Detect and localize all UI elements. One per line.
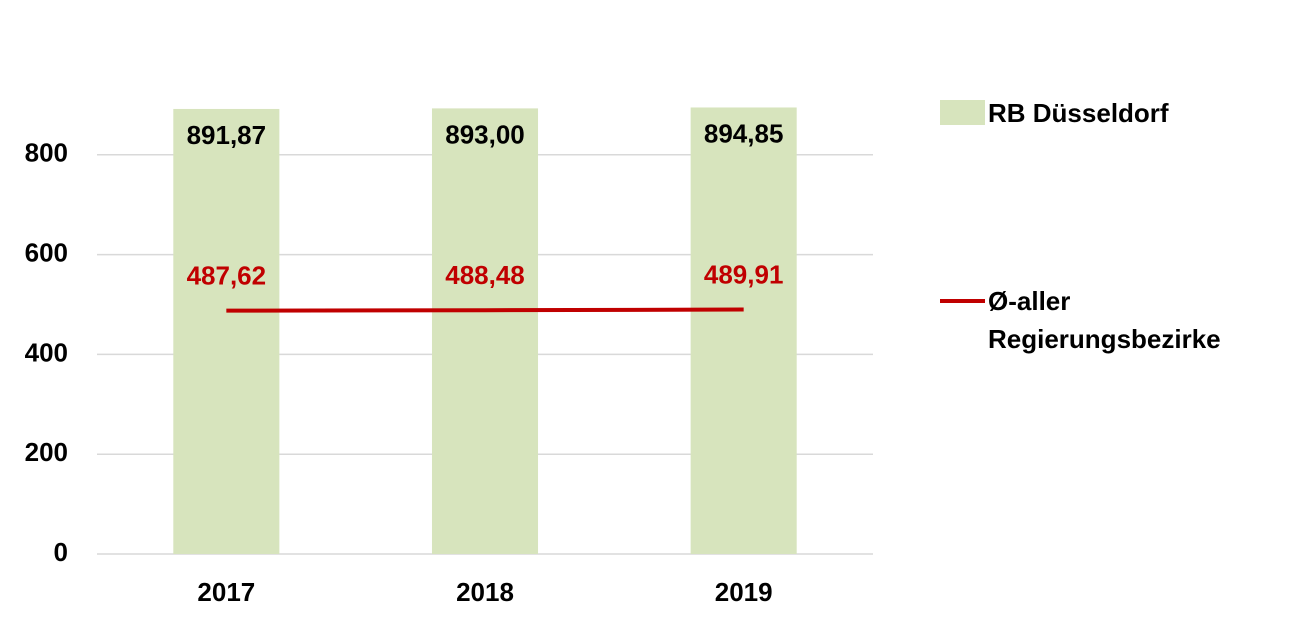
y-tick-label: 200 [25, 437, 68, 467]
x-tick-label: 2017 [197, 577, 255, 607]
legend-swatch [940, 100, 985, 125]
x-tick-label: 2019 [715, 577, 773, 607]
y-tick-label: 0 [54, 537, 68, 567]
data-label: 893,00 [445, 119, 525, 149]
data-label: 487,62 [187, 261, 267, 291]
bar [690, 107, 797, 554]
legend-label: Ø-aller Regierungsbezirke [988, 286, 1221, 354]
data-label: 894,85 [704, 118, 784, 148]
x-tick-label: 2018 [456, 577, 514, 607]
bar [173, 108, 280, 554]
y-tick-label: 400 [25, 337, 68, 367]
data-label: 488,48 [445, 260, 525, 290]
bar [431, 108, 539, 554]
y-tick-label: 800 [25, 138, 68, 168]
data-label: 891,87 [187, 120, 267, 150]
y-tick-label: 600 [25, 237, 68, 267]
legend-label: RB Düsseldorf [988, 98, 1169, 128]
data-label: 489,91 [704, 259, 784, 289]
line [226, 307, 744, 313]
